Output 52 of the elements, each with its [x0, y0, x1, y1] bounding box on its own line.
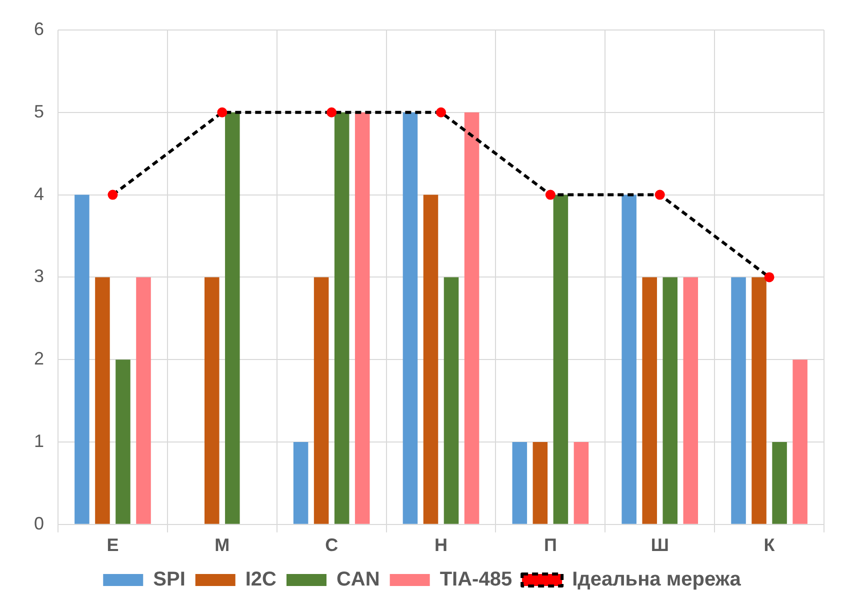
- x-tick-label: Ш: [650, 535, 669, 556]
- point: [108, 190, 118, 200]
- y-tick-label: 3: [34, 266, 44, 286]
- point: [436, 107, 446, 118]
- y-tick-label: 4: [34, 184, 44, 204]
- bar: [334, 112, 350, 524]
- bar: [314, 277, 329, 524]
- bar: [731, 277, 746, 524]
- x-tick-label: Е: [106, 535, 119, 556]
- bar: [74, 194, 90, 524]
- point: [764, 272, 774, 282]
- legend-label: CAN: [336, 568, 380, 591]
- bar: [464, 112, 480, 524]
- bar: [444, 277, 459, 524]
- bar: [662, 277, 678, 524]
- bar: [772, 442, 787, 524]
- x-tick-label: К: [764, 535, 776, 556]
- bar: [136, 277, 151, 524]
- bar: [792, 360, 808, 524]
- bar: [532, 442, 548, 524]
- bar: [423, 194, 438, 524]
- bar: [204, 277, 220, 524]
- bar: [683, 277, 698, 524]
- legend-label: TIA-485: [440, 568, 512, 591]
- y-tick-label: 0: [34, 513, 44, 534]
- bar: [622, 194, 636, 524]
- bar: [752, 277, 766, 524]
- y-tick-label: 5: [34, 101, 44, 122]
- x-tick-label: С: [325, 535, 338, 556]
- point: [326, 107, 337, 118]
- legend-label: Ідеальна мережа: [572, 568, 742, 591]
- x-tick-label: П: [544, 535, 557, 556]
- bar: [225, 112, 240, 524]
- bar: [574, 442, 589, 524]
- bar: [512, 442, 528, 524]
- legend-label: I2C: [245, 568, 276, 591]
- y-tick-label: 1: [34, 430, 44, 451]
- bar: [293, 442, 308, 524]
- point: [654, 190, 665, 200]
- bar: [116, 360, 130, 524]
- y-tick-label: 2: [34, 348, 44, 369]
- x-tick-label: Н: [434, 535, 448, 556]
- bar: [95, 277, 110, 524]
- bar: [402, 112, 418, 524]
- point: [545, 190, 556, 200]
- point: [217, 107, 228, 118]
- x-tick-label: М: [214, 535, 230, 556]
- bar: [642, 277, 657, 524]
- legend-label: SPI: [153, 568, 186, 591]
- bar: [354, 112, 370, 524]
- bar: [553, 194, 568, 524]
- y-tick-label: 6: [34, 18, 44, 39]
